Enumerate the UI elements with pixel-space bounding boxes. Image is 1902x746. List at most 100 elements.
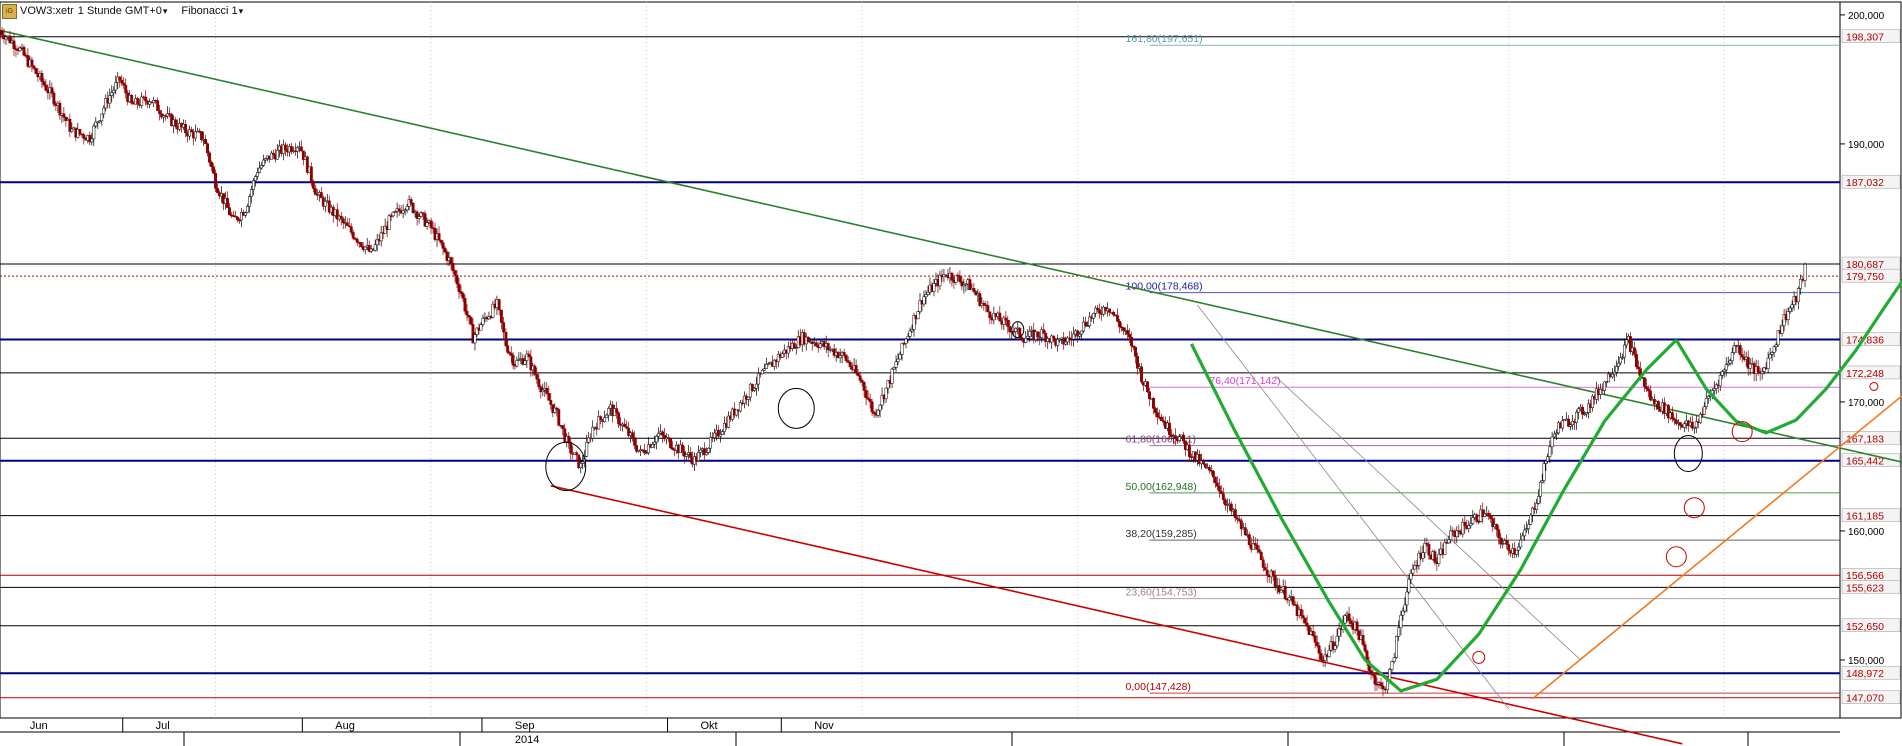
- candle-body: [379, 232, 383, 242]
- candle-body: [1381, 685, 1385, 690]
- candle-body: [539, 386, 543, 393]
- candle-body: [34, 68, 38, 74]
- candle-body: [1209, 470, 1213, 472]
- candle-body: [1287, 597, 1291, 601]
- candle-body: [1399, 614, 1403, 628]
- candle-body: [14, 48, 18, 50]
- candle-body: [1229, 503, 1233, 512]
- candle-body: [1796, 288, 1800, 303]
- tool-dropdown[interactable]: Fibonacci 1: [181, 5, 243, 17]
- level-label-box: [1841, 665, 1901, 680]
- candle-body: [517, 359, 521, 361]
- candle-body: [1084, 321, 1088, 327]
- candle-body: [1531, 507, 1535, 516]
- candle-body: [1698, 413, 1702, 423]
- candle-body: [467, 314, 471, 318]
- level-label-box: [1841, 29, 1901, 43]
- candle-body: [102, 107, 106, 115]
- annotation-circle: [1665, 546, 1687, 568]
- candle-body: [363, 246, 367, 250]
- candle-body: [1571, 420, 1575, 426]
- candle-body: [1319, 653, 1323, 661]
- candle-body: [1403, 604, 1407, 612]
- candle-body: [752, 388, 756, 391]
- candle-body: [738, 402, 742, 412]
- candle-body: [1291, 596, 1295, 605]
- candle-body: [1337, 628, 1341, 637]
- candle-body: [1086, 325, 1090, 327]
- candle-body: [1323, 654, 1327, 661]
- candle-body: [423, 213, 427, 227]
- candle-body: [1355, 621, 1359, 631]
- candle-body: [1008, 326, 1012, 333]
- candle-body: [685, 454, 688, 457]
- candle-body: [1433, 551, 1437, 563]
- candle-body: [1028, 330, 1032, 337]
- candle-body: [862, 381, 866, 391]
- candle-body: [838, 355, 842, 358]
- x-tick-label: Jul: [156, 720, 170, 732]
- candle-body: [1497, 529, 1501, 539]
- candle-body: [261, 159, 265, 166]
- candle-body: [4, 36, 8, 40]
- candle-body: [1774, 344, 1778, 347]
- candle-body: [1732, 345, 1736, 353]
- candle-body: [998, 312, 1002, 322]
- candle-body: [349, 226, 353, 233]
- candle-body: [1489, 516, 1493, 519]
- candle-body: [409, 199, 413, 204]
- candle-body: [255, 172, 259, 177]
- candle-body: [818, 343, 822, 348]
- candle-body: [1072, 333, 1076, 340]
- candle-body: [1056, 339, 1060, 346]
- candle-body: [547, 393, 551, 401]
- candle-body: [836, 351, 840, 358]
- level-label: 156,566: [1846, 570, 1884, 582]
- candle-body: [269, 152, 273, 160]
- candle-body: [1577, 408, 1581, 413]
- annotation-circle: [1869, 381, 1879, 391]
- candle-body: [1567, 418, 1571, 427]
- candle-body: [894, 361, 898, 368]
- candle-body: [1217, 485, 1221, 492]
- annotation-circle: [1683, 497, 1705, 519]
- candle-body: [1130, 336, 1133, 347]
- candle-body: [1670, 412, 1674, 420]
- candle-body: [1042, 329, 1046, 334]
- candle-body: [569, 442, 573, 454]
- candle-body: [1507, 544, 1511, 551]
- candle-body: [475, 327, 479, 335]
- candle-body: [1128, 334, 1131, 338]
- candle-body: [465, 310, 469, 316]
- candle-body: [1201, 460, 1205, 464]
- candle-body: [541, 389, 545, 393]
- candle-body: [529, 356, 533, 371]
- candle-body: [786, 346, 790, 354]
- candle-body: [491, 303, 495, 318]
- candle-body: [1002, 317, 1006, 325]
- candle-body: [1004, 317, 1008, 321]
- candle-body: [1333, 645, 1337, 650]
- candle-body: [1413, 565, 1417, 570]
- candle-body: [1397, 627, 1401, 637]
- candle-body: [250, 189, 253, 197]
- candle-body: [766, 363, 770, 365]
- level-label-box: [1841, 690, 1901, 704]
- candle-body: [1237, 518, 1241, 521]
- candle-body: [30, 59, 34, 67]
- candle-body: [311, 181, 315, 189]
- level-label: 180,687: [1846, 259, 1884, 271]
- candle-body: [1020, 337, 1024, 341]
- candle-body: [341, 218, 345, 224]
- candle-body: [527, 353, 531, 357]
- candle-body: [926, 291, 930, 295]
- candle-body: [1363, 644, 1367, 652]
- candle-body: [1092, 312, 1096, 319]
- interval-dropdown[interactable]: 1 Stunde GMT+0: [78, 5, 168, 17]
- level-label-box: [1841, 453, 1901, 467]
- candle-body: [473, 334, 477, 344]
- candle-body: [32, 65, 36, 69]
- candle-body: [1197, 454, 1201, 465]
- candle-body: [663, 435, 666, 440]
